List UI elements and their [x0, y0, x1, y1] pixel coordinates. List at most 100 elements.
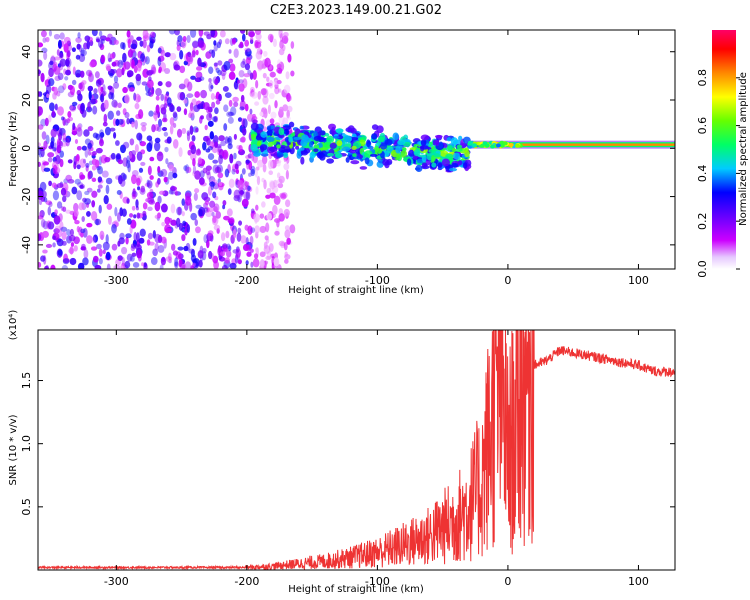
heatmap-cell: [382, 158, 390, 166]
heatmap-cell: [296, 151, 302, 159]
heatmap-cell: [87, 126, 94, 132]
heatmap-cell: [122, 174, 128, 181]
heatmap-cell: [157, 195, 162, 204]
heatmap-cell: [268, 170, 274, 176]
heatmap-cell: [98, 204, 102, 214]
heatmap-cell: [101, 170, 109, 178]
heatmap-cell: [170, 203, 176, 214]
heatmap-cell: [139, 228, 146, 237]
heatmap-cell: [237, 179, 244, 190]
heatmap-cell: [255, 204, 259, 211]
heatmap-cell: [194, 188, 200, 194]
snr-series-line: [38, 330, 675, 570]
heatmap-cell: [163, 176, 168, 183]
heatmap-cell: [130, 219, 137, 229]
heatmap-cell: [434, 134, 443, 139]
heatmap-cell: [38, 59, 43, 67]
heatmap-cell: [155, 88, 162, 96]
heatmap-cell: [50, 128, 57, 138]
heatmap-cell: [254, 101, 260, 106]
heatmap-cell: [40, 218, 46, 228]
heatmap-cell: [59, 58, 67, 67]
heatmap-cell: [202, 247, 207, 254]
heatmap-cell: [126, 118, 130, 125]
heatmap-cell: [222, 247, 228, 253]
x-tick-label: -100: [365, 575, 390, 588]
heatmap-cell: [159, 61, 166, 72]
heatmap-cell: [106, 263, 111, 269]
heatmap-cell: [117, 255, 123, 262]
heatmap-cell: [266, 251, 272, 260]
heatmap-cell: [285, 71, 290, 80]
heatmap-cell: [245, 244, 252, 252]
heatmap-cell: [157, 47, 162, 54]
heatmap-cell: [86, 40, 90, 50]
heatmap-cell: [189, 125, 194, 135]
heatmap-cell: [227, 111, 235, 117]
heatmap-cell: [218, 93, 222, 102]
heatmap-cell: [166, 97, 172, 106]
heatmap-cell: [80, 102, 85, 112]
heatmap-cell: [287, 94, 292, 102]
heatmap-cell: [94, 218, 102, 226]
heatmap-cell: [255, 247, 259, 253]
heatmap-cell: [210, 85, 214, 90]
heatmap-cell: [162, 117, 168, 123]
heatmap-cell: [96, 166, 101, 171]
heatmap-cell: [83, 249, 89, 259]
heatmap-cell: [216, 164, 224, 174]
snr-y-label: SNR (10 * v/v): [8, 414, 19, 485]
heatmap-cell: [131, 121, 135, 128]
heatmap-cell: [318, 142, 323, 149]
heatmap-cell: [150, 257, 158, 266]
heatmap-cell: [126, 253, 133, 262]
heatmap-cell: [256, 175, 261, 186]
heatmap-cell: [278, 30, 283, 39]
heatmap-cell: [129, 225, 133, 234]
heatmap-cell: [276, 67, 283, 74]
heatmap-cell: [218, 135, 225, 142]
heatmap-cell: [240, 94, 245, 103]
heatmap-cell: [260, 88, 267, 96]
heatmap-cell: [226, 249, 232, 258]
heatmap-cell: [183, 98, 188, 104]
heatmap-cell: [176, 44, 181, 51]
heatmap-cell: [194, 77, 202, 83]
heatmap-cell: [252, 70, 257, 80]
heatmap-cell: [197, 103, 205, 110]
heatmap-cell: [226, 111, 234, 118]
heatmap-cell: [286, 155, 290, 164]
heatmap-cell: [47, 152, 55, 158]
heatmap-cell: [40, 255, 46, 262]
heatmap-cell: [207, 230, 214, 236]
heatmap-cell: [98, 248, 103, 257]
heatmap-cell: [266, 125, 272, 131]
heatmap-cell: [274, 230, 280, 236]
heatmap-cell: [87, 171, 91, 180]
heatmap-cell: [78, 53, 86, 63]
heatmap-cell: [48, 30, 52, 37]
heatmap-cell: [84, 198, 91, 205]
heatmap-cell: [57, 106, 64, 116]
heatmap-cell: [138, 109, 144, 120]
heatmap-cell: [65, 138, 70, 147]
heatmap-cell: [205, 200, 209, 206]
heatmap-cell: [178, 222, 184, 231]
heatmap-cell: [283, 148, 292, 153]
heatmap-cell: [84, 190, 90, 196]
heatmap-cell: [105, 251, 111, 261]
heatmap-cell: [191, 40, 199, 49]
heatmap-cell: [129, 213, 134, 218]
heatmap-cell: [464, 149, 470, 158]
heatmap-cell: [250, 91, 258, 99]
heatmap-cell: [269, 71, 276, 78]
heatmap-cell: [106, 203, 113, 210]
heatmap-cell: [278, 88, 282, 93]
heatmap-cell: [229, 262, 237, 269]
heatmap-cell: [262, 163, 267, 173]
heatmap-cell: [88, 71, 92, 78]
x-tick-label: -200: [234, 274, 259, 287]
heatmap-cell: [282, 31, 289, 38]
heatmap-cell: [191, 258, 198, 264]
heatmap-cell: [319, 153, 326, 161]
